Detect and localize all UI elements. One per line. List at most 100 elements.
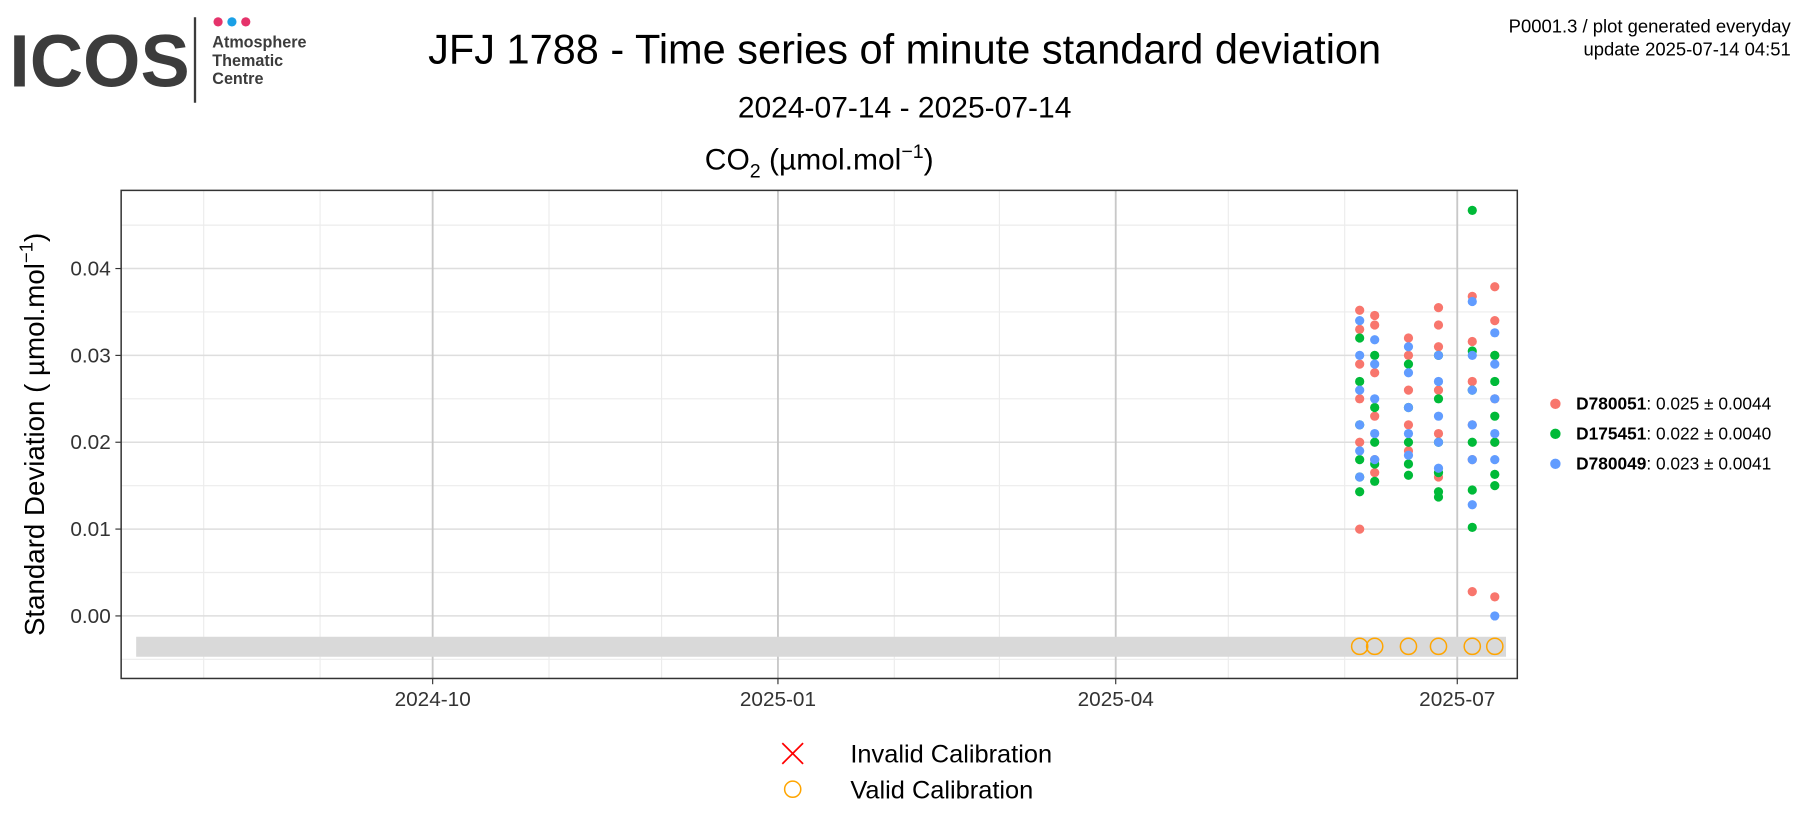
y-tick-label: 0.03 (70, 344, 110, 367)
point (1355, 454, 1365, 465)
point (1370, 320, 1380, 330)
logo-line: Atmosphere (212, 33, 306, 51)
point (1355, 385, 1365, 395)
legend-summary: : 0.022 ± 0.0040 (1646, 424, 1771, 444)
point (1370, 476, 1380, 486)
point (1490, 411, 1500, 421)
point (1403, 437, 1414, 447)
point (1355, 472, 1365, 482)
point (1467, 420, 1477, 430)
calibration-marker (1485, 637, 1504, 656)
point (1355, 359, 1365, 369)
legend-summary: : 0.025 ± 0.0044 (1646, 394, 1771, 414)
point (1490, 376, 1500, 387)
point (1370, 359, 1380, 369)
legend-name: D780051 (1576, 394, 1647, 414)
calibration-marker (1429, 637, 1448, 656)
point (1370, 468, 1380, 478)
point (1490, 592, 1500, 602)
panel-title-part: (µmol.mol (761, 144, 902, 177)
point (1490, 394, 1500, 404)
panel-title: CO2 (µmol.mol−1) (705, 141, 934, 183)
point (1370, 368, 1380, 378)
logo: ICOS (9, 20, 190, 103)
point (1490, 359, 1500, 369)
point (1370, 310, 1380, 321)
legend-label: D175451: 0.022 ± 0.0040 (1576, 424, 1771, 444)
point (1433, 394, 1444, 404)
point (1370, 437, 1380, 447)
point (1467, 437, 1477, 447)
point (1490, 454, 1500, 465)
point (1403, 470, 1414, 480)
point (1490, 282, 1500, 292)
point (1403, 333, 1414, 343)
point (1403, 342, 1414, 352)
x-tick-label: 2025-01 (740, 688, 816, 711)
chart-subtitle: 2024-07-14 - 2025-07-14 (738, 92, 1072, 125)
point (1403, 385, 1414, 395)
x-tick-label: 2024-10 (395, 688, 471, 711)
point (1355, 376, 1365, 387)
y-axis-label-part: −1 (15, 242, 36, 263)
legend-summary: : 0.023 ± 0.0041 (1646, 454, 1771, 474)
legend-label: Invalid Calibration (850, 741, 1052, 769)
logo-dot (213, 17, 223, 27)
info: P0001.3 / plot generated everyday (1509, 15, 1792, 36)
y-axis-label: Standard Deviation ( µmol.mol−1) (15, 233, 50, 636)
point (1370, 402, 1380, 413)
point (1355, 487, 1365, 497)
point (1433, 376, 1444, 387)
point (1370, 411, 1380, 421)
point (1403, 402, 1414, 413)
point (1467, 296, 1477, 307)
y-axis-label-part: ) (19, 233, 50, 242)
legend-marker (1550, 458, 1561, 470)
logo-dot (241, 17, 251, 27)
point (1355, 446, 1365, 456)
point (1467, 485, 1477, 495)
legend-marker-stroke (781, 742, 804, 765)
point (1355, 324, 1365, 334)
point (1433, 342, 1444, 352)
point (1355, 316, 1365, 326)
legend-name: D780049 (1576, 454, 1646, 474)
point (1467, 522, 1477, 532)
legend-label: D780049: 0.023 ± 0.0041 (1576, 454, 1771, 474)
point (1355, 333, 1365, 343)
point (1467, 376, 1477, 387)
panel-title-part: ) (924, 144, 934, 177)
calibration-marker (1463, 637, 1482, 656)
info: update 2025-07-14 04:51 (1584, 38, 1791, 59)
point (1355, 437, 1365, 447)
point (1355, 305, 1365, 315)
point (1490, 481, 1500, 491)
y-tick-label: 0.04 (70, 257, 110, 280)
point (1490, 437, 1500, 447)
point (1370, 394, 1380, 404)
legend-name: D175451 (1576, 424, 1647, 444)
y-axis-label-part: Standard Deviation ( µmol.mol (19, 263, 50, 636)
y-tick-label: 0.00 (70, 605, 110, 628)
point (1433, 303, 1444, 313)
calibration-marker (1399, 637, 1418, 656)
legend-marker (1550, 398, 1561, 410)
point (1467, 586, 1477, 597)
point (1490, 350, 1500, 361)
point (1403, 368, 1414, 378)
calibration-band (136, 636, 1507, 657)
point (1467, 205, 1477, 215)
legend-label: Valid Calibration (850, 776, 1033, 804)
point (1467, 350, 1477, 361)
panel-title-part: CO (705, 144, 750, 177)
point (1355, 420, 1365, 430)
legend-marker (781, 742, 804, 765)
point (1490, 428, 1500, 439)
point (1403, 459, 1414, 469)
point (1490, 469, 1500, 479)
point (1467, 500, 1477, 510)
logo-line: Thematic (212, 52, 283, 70)
point (1490, 328, 1500, 338)
